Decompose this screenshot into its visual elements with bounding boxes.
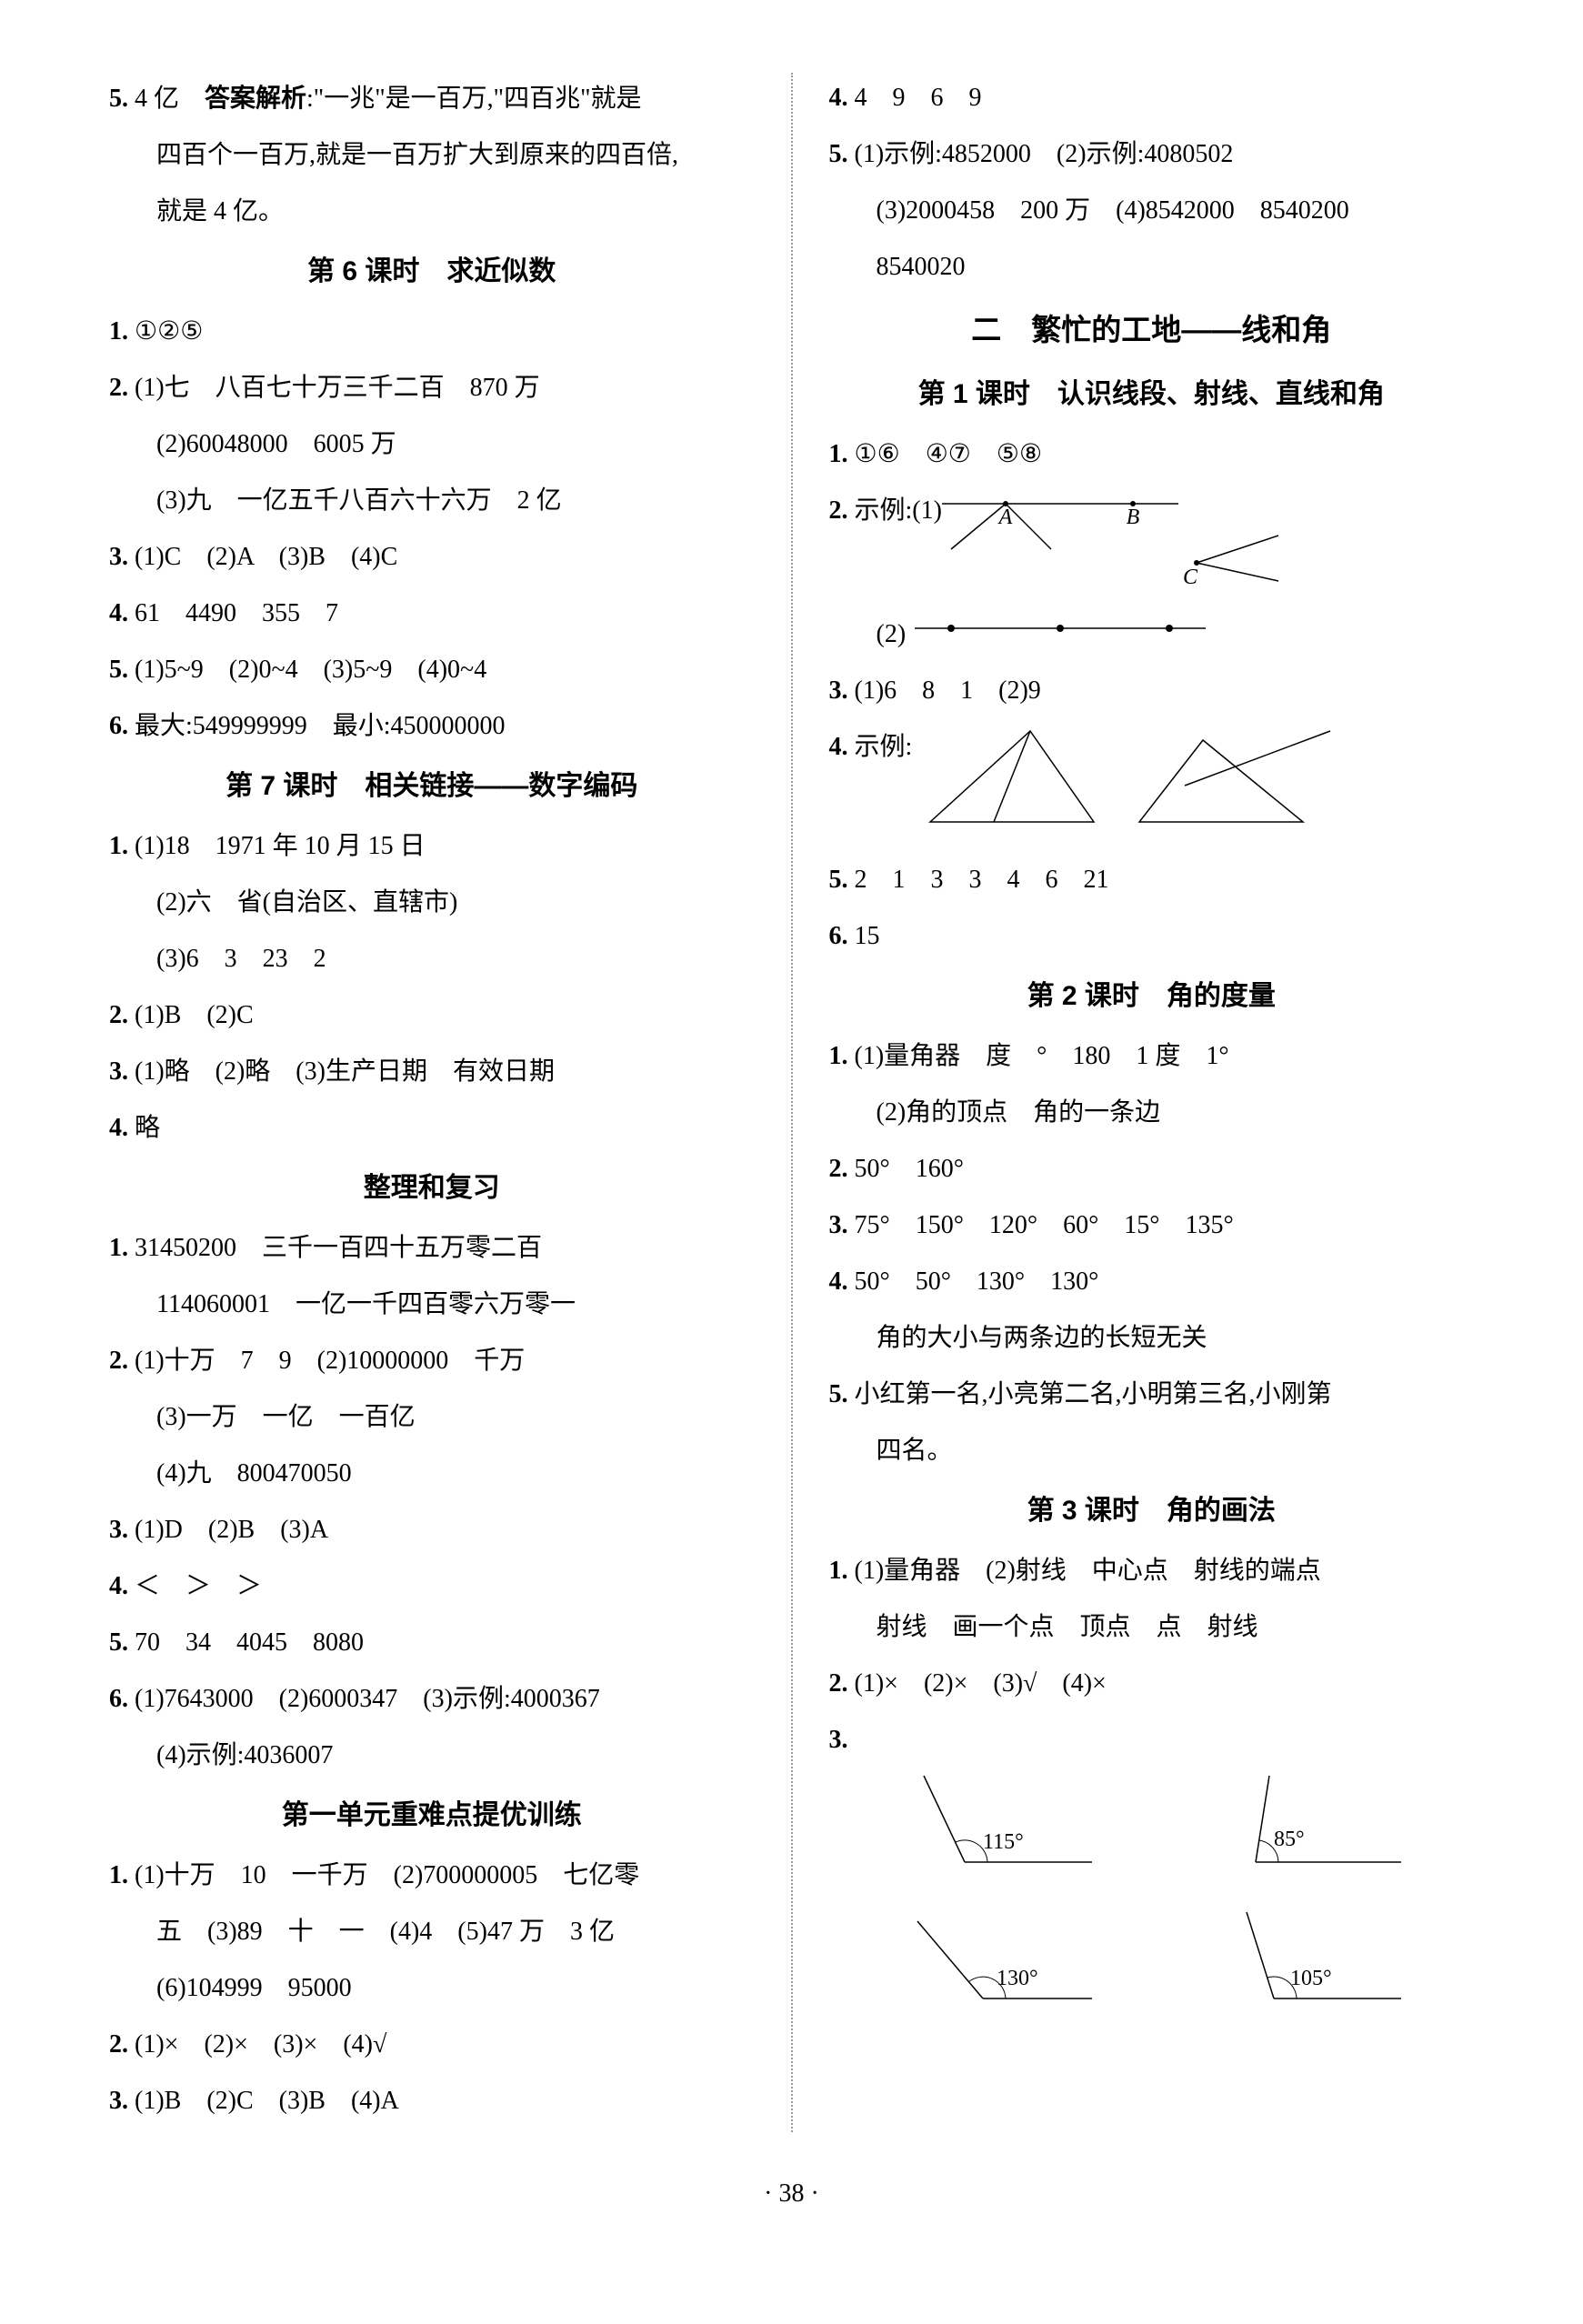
text-line: 2. (1)七 八百七十万三千二百 870 万 bbox=[109, 363, 755, 414]
section-heading: 整理和复习 bbox=[109, 1161, 755, 1216]
text-line: 5. (1)示例:4852000 (2)示例:4080502 bbox=[829, 129, 1475, 180]
page-number: · 38 · bbox=[91, 2169, 1492, 2219]
text-line: 5. 70 34 4045 8080 bbox=[109, 1618, 755, 1668]
right-column: 4. 4 9 6 9 5. (1)示例:4852000 (2)示例:408050… bbox=[811, 73, 1493, 2132]
angle-label: 115° bbox=[983, 1830, 1024, 1854]
angle-115-diagram: 115° bbox=[910, 1771, 1110, 1898]
text-line: 1. 31450200 三千一百四十五万零二百 bbox=[109, 1223, 755, 1274]
text-line: (4)九 800470050 bbox=[109, 1448, 755, 1499]
text-line: 4. ＜ ＞ ＞ bbox=[109, 1561, 755, 1612]
text-line: 3. (1)D (2)B (3)A bbox=[109, 1505, 755, 1556]
text-line: 四名。 bbox=[829, 1426, 1475, 1477]
chapter-heading: 二 繁忙的工地——线和角 bbox=[829, 300, 1475, 360]
text-line: (2)六 省(自治区、直辖市) bbox=[109, 877, 755, 928]
text-line: 8540020 bbox=[829, 242, 1475, 293]
text-line: (2)60048000 6005 万 bbox=[109, 419, 755, 470]
text-line: (3)九 一亿五千八百六十六万 2 亿 bbox=[109, 476, 755, 526]
text-line: 1. (1)18 1971 年 10 月 15 日 bbox=[109, 821, 755, 872]
text-line: 2. (1)× (2)× (3)× (4)√ bbox=[109, 2019, 755, 2070]
diagram-line: 2. 示例:(1) A B C bbox=[829, 486, 1475, 604]
text-line: (4)示例:4036007 bbox=[109, 1730, 755, 1781]
text-line: 4. 50° 50° 130° 130° bbox=[829, 1257, 1475, 1307]
text-line: (2)角的顶点 角的一条边 bbox=[829, 1087, 1475, 1138]
angle-label: 105° bbox=[1290, 1967, 1332, 1990]
text-line: 4. 61 4490 355 7 bbox=[109, 588, 755, 639]
text-line: 6. 15 bbox=[829, 911, 1475, 962]
diagram-line: (2) bbox=[829, 609, 1475, 660]
section-heading: 第 6 课时 求近似数 bbox=[109, 245, 755, 299]
label-C: C bbox=[1183, 566, 1198, 586]
section-heading: 第 1 课时 认识线段、射线、直线和角 bbox=[829, 367, 1475, 422]
angle-label: 85° bbox=[1274, 1828, 1305, 1851]
text-line: 1. (1)量角器 (2)射线 中心点 射线的端点 bbox=[829, 1546, 1475, 1597]
text-line: (3)一万 一亿 一百亿 bbox=[109, 1392, 755, 1443]
text-line: (3)6 3 23 2 bbox=[109, 934, 755, 985]
text-line: 2. (1)十万 7 9 (2)10000000 千万 bbox=[109, 1336, 755, 1387]
text-line: 四百个一百万,就是一百万扩大到原来的四百倍, bbox=[109, 130, 755, 181]
angle-130-diagram: 130° bbox=[910, 1908, 1110, 2035]
section-heading: 第 2 课时 角的度量 bbox=[829, 969, 1475, 1024]
text-line: 就是 4 亿。 bbox=[109, 186, 755, 237]
column-divider bbox=[791, 73, 793, 2132]
text-line: 3. (1)B (2)C (3)B (4)A bbox=[109, 2076, 755, 2127]
angle-105-diagram: 105° bbox=[1219, 1908, 1419, 2035]
section-heading: 第一单元重难点提优训练 bbox=[109, 1788, 755, 1843]
text-line: 3. (1)C (2)A (3)B (4)C bbox=[109, 532, 755, 583]
text-line: 4. 4 9 6 9 bbox=[829, 73, 1475, 124]
text-line: 1. ①⑥ ④⑦ ⑤⑧ bbox=[829, 429, 1475, 480]
angle-diagrams-row1: 115° 85° bbox=[857, 1771, 1475, 1898]
text-line: 1. (1)十万 10 一千万 (2)700000005 七亿零 bbox=[109, 1850, 755, 1901]
text-line: 3. 75° 150° 120° 60° 15° 135° bbox=[829, 1200, 1475, 1251]
text-line: 6. (1)7643000 (2)6000347 (3)示例:4000367 bbox=[109, 1674, 755, 1725]
section-heading: 第 3 课时 角的画法 bbox=[829, 1484, 1475, 1538]
text-line: 4. 略 bbox=[109, 1103, 755, 1154]
text-line: 5. (1)5~9 (2)0~4 (3)5~9 (4)0~4 bbox=[109, 645, 755, 696]
text-line: 3. bbox=[829, 1715, 1475, 1766]
text-line: 五 (3)89 十 一 (4)4 (5)47 万 3 亿 bbox=[109, 1907, 755, 1958]
angle-diagrams-row2: 130° 105° bbox=[857, 1908, 1475, 2035]
text-line: 2. (1)B (2)C bbox=[109, 990, 755, 1041]
text-line: (6)104999 95000 bbox=[109, 1963, 755, 2014]
left-column: 5. 4 亿 答案解析:"一兆"是一百万,"四百兆"就是 四百个一百万,就是一百… bbox=[91, 73, 773, 2132]
text-line: 2. (1)× (2)× (3)√ (4)× bbox=[829, 1658, 1475, 1709]
line-with-points-diagram bbox=[906, 609, 1215, 660]
text-line: 2. 50° 160° bbox=[829, 1144, 1475, 1195]
text-line: 114060001 一亿一千四百零六万零一 bbox=[109, 1279, 755, 1330]
text-line: 射线 画一个点 顶点 点 射线 bbox=[829, 1602, 1475, 1653]
triangles-diagram bbox=[912, 722, 1348, 849]
text-line: 5. 2 1 3 3 4 6 21 bbox=[829, 855, 1475, 906]
diagram-line: 4. 示例: bbox=[829, 722, 1475, 849]
text-line: 5. 小红第一名,小亮第二名,小明第三名,小刚第 bbox=[829, 1369, 1475, 1420]
ray-diagram-AB: A B C bbox=[942, 486, 1287, 604]
page-container: 5. 4 亿 答案解析:"一兆"是一百万,"四百兆"就是 四百个一百万,就是一百… bbox=[91, 73, 1492, 2132]
text-line: 角的大小与两条边的长短无关 bbox=[829, 1313, 1475, 1364]
text-line: 1. (1)量角器 度 ° 180 1 度 1° bbox=[829, 1031, 1475, 1082]
text-line: 1. ①②⑤ bbox=[109, 306, 755, 357]
text-line: 3. (1)略 (2)略 (3)生产日期 有效日期 bbox=[109, 1047, 755, 1097]
angle-85-diagram: 85° bbox=[1219, 1771, 1419, 1898]
angle-label: 130° bbox=[997, 1967, 1038, 1990]
text-line: 6. 最大:549999999 最小:450000000 bbox=[109, 701, 755, 752]
text-line: (3)2000458 200 万 (4)8542000 8540200 bbox=[829, 185, 1475, 236]
label-B: B bbox=[1127, 506, 1140, 529]
text-line: 5. 4 亿 答案解析:"一兆"是一百万,"四百兆"就是 bbox=[109, 73, 755, 125]
text-span: (2) bbox=[877, 609, 907, 660]
text-line: 3. (1)6 8 1 (2)9 bbox=[829, 666, 1475, 716]
section-heading: 第 7 课时 相关链接——数字编码 bbox=[109, 759, 755, 814]
